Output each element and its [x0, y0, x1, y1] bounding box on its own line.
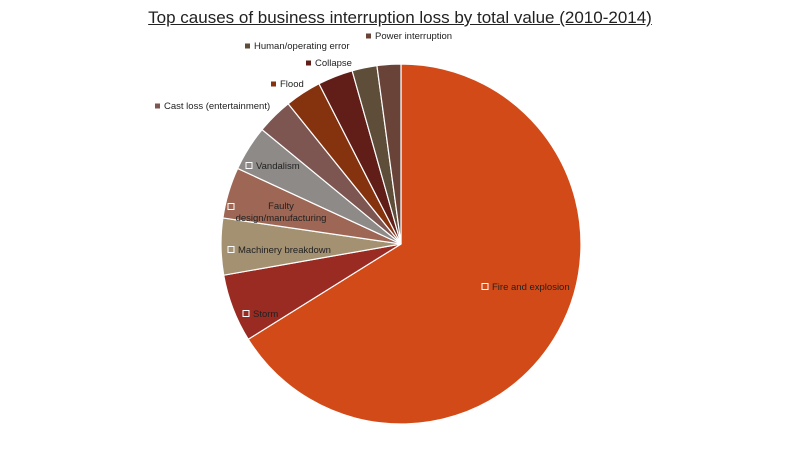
slice-label: Power interruption	[375, 31, 452, 42]
label-marker	[481, 283, 489, 290]
pie-slice	[247, 63, 582, 425]
label-marker	[366, 33, 371, 39]
slice-label: Faulty design/manufacturing	[236, 201, 327, 224]
slice-labels: Fire and explosion Storm Machinery breakdo…	[155, 31, 570, 320]
slice-label: Collapse	[315, 58, 352, 69]
label-marker	[155, 103, 160, 109]
slice-label: Fire and explosion	[492, 282, 570, 293]
slice-label: Cast loss (entertainment)	[164, 101, 270, 112]
label-marker	[242, 310, 250, 317]
pie-slices	[220, 63, 582, 425]
chart-title: Top causes of business interruption loss…	[148, 8, 652, 27]
pie-slice	[376, 63, 402, 245]
label-marker	[245, 162, 253, 169]
slice-label: Human/operating error	[254, 41, 350, 52]
label-marker	[227, 203, 235, 210]
slice-label: Storm	[253, 309, 278, 320]
slice-label: Vandalism	[256, 161, 300, 172]
label-marker	[271, 81, 276, 87]
slice-label: Machinery breakdown	[238, 245, 331, 256]
label-marker	[306, 60, 311, 66]
label-marker	[245, 43, 250, 49]
label-marker	[227, 246, 235, 253]
slice-label: Flood	[280, 79, 304, 90]
